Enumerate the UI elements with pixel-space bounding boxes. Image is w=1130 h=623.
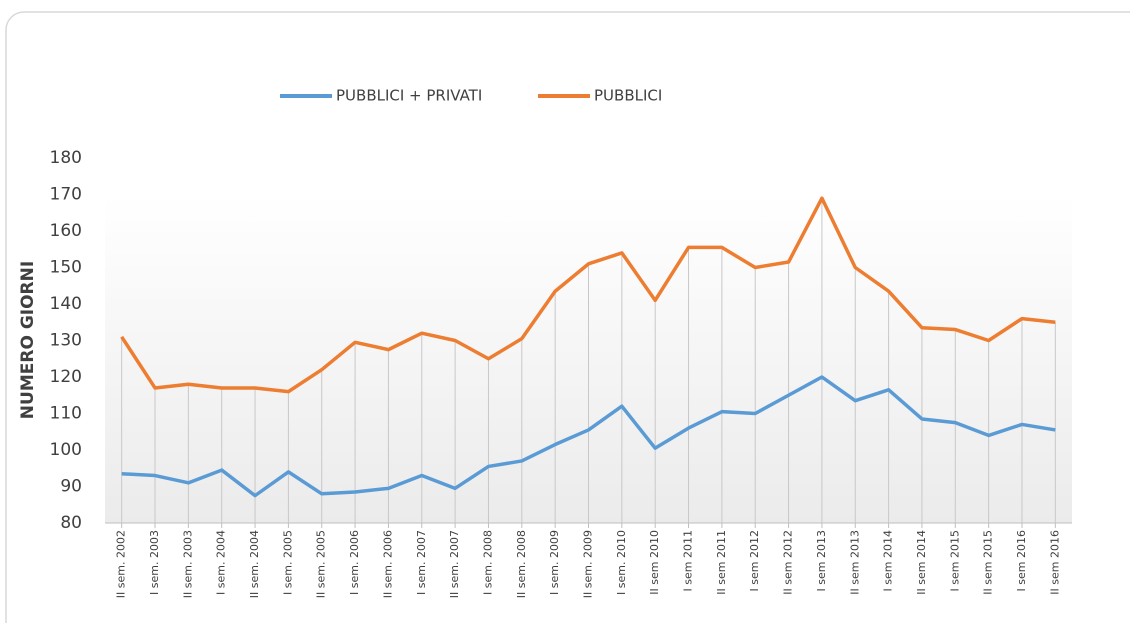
x-tick-label: I sem 2016 [1015, 530, 1028, 591]
y-tick-label: 170 [50, 185, 82, 205]
y-axis-label: NUMERO GIORNI [18, 261, 38, 419]
series-line [121, 375, 1056, 498]
x-tick-label: I sem. 2007 [415, 530, 428, 595]
x-tick-label: II sem. 2003 [181, 530, 194, 598]
y-tick-label: 180 [50, 148, 82, 168]
x-tick-label: I sem 2012 [748, 530, 761, 591]
legend-label: PUBBLICI + PRIVATI [336, 87, 482, 105]
x-tick-label: II sem. 2004 [248, 530, 261, 598]
x-tick-label: II sem. 2005 [315, 530, 328, 598]
x-tick-label: II sem 2015 [982, 530, 995, 595]
y-tick-label: 130 [50, 331, 82, 351]
y-tick-label: 110 [50, 404, 82, 424]
x-tick-label: I sem 2011 [682, 530, 695, 591]
x-tick-label: I sem. 2005 [281, 530, 294, 595]
x-tick-label: I sem. 2006 [348, 530, 361, 595]
x-tick-label: I sem 2015 [948, 530, 961, 591]
x-tick-label: I sem. 2009 [548, 530, 561, 595]
series-line [120, 196, 1056, 394]
x-tick-label: I sem 2014 [882, 530, 895, 591]
x-tick-label: I sem. 2003 [148, 530, 161, 595]
x-tick-label: I sem. 2004 [215, 530, 228, 595]
x-tick-label: II sem. 2006 [381, 530, 394, 598]
y-tick-label: 100 [50, 440, 82, 460]
x-tick-label: II sem. 2002 [115, 530, 128, 598]
x-tick-label: II sem. 2009 [582, 530, 595, 598]
x-tick-label: II sem 2010 [648, 530, 661, 595]
x-tick-label: II sem 2011 [715, 530, 728, 595]
x-tick-label: I sem. 2008 [481, 530, 494, 595]
legend-label: PUBBLICI [594, 87, 662, 105]
y-tick-label: 80 [60, 513, 82, 533]
x-tick-label: II sem 2016 [1048, 530, 1061, 595]
x-tick-label: II sem. 2008 [515, 530, 528, 598]
y-tick-label: 150 [50, 258, 82, 278]
y-tick-label: 90 [60, 477, 82, 497]
x-tick-label: II sem 2012 [782, 530, 795, 595]
x-tick-label: I sem 2013 [815, 530, 828, 591]
x-tick-label: II sem 2014 [915, 530, 928, 595]
y-tick-label: 160 [50, 221, 82, 241]
x-tick-label: II sem 2013 [848, 530, 861, 595]
y-tick-label: 140 [50, 294, 82, 314]
x-tick-label: I sem. 2010 [615, 530, 628, 595]
x-tick-label: II sem. 2007 [448, 530, 461, 598]
y-tick-label: 120 [50, 367, 82, 387]
